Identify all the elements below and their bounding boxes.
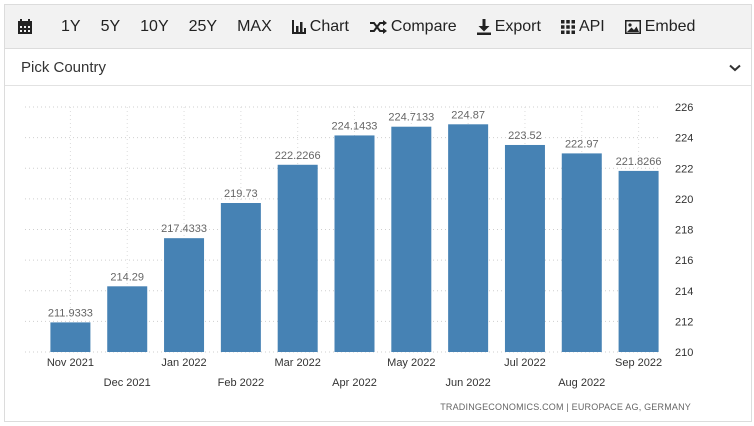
- range-25y-button[interactable]: 25Y: [179, 5, 227, 49]
- bar: [391, 126, 432, 352]
- range-10y-label: 10Y: [140, 17, 169, 35]
- range-5y-label: 5Y: [100, 17, 121, 35]
- x-tick-label: Nov 2021: [47, 357, 94, 369]
- x-tick-label: Mar 2022: [274, 357, 320, 369]
- country-picker[interactable]: Pick Country: [5, 50, 751, 86]
- range-max-button[interactable]: MAX: [227, 5, 282, 49]
- bar: [334, 135, 375, 352]
- export-button[interactable]: Export: [467, 5, 551, 49]
- image-icon: [624, 19, 641, 34]
- bar: [448, 124, 489, 352]
- y-tick-label: 218: [675, 225, 693, 237]
- range-5y-button[interactable]: 5Y: [91, 5, 131, 49]
- bar-data-label: 223.52: [508, 130, 542, 142]
- y-tick-label: 222: [675, 163, 693, 175]
- y-tick-label: 216: [675, 255, 693, 267]
- x-tick-label: Apr 2022: [332, 377, 377, 389]
- api-button[interactable]: API: [551, 5, 615, 49]
- bar: [50, 322, 91, 352]
- bar-data-label: 219.73: [224, 188, 258, 200]
- x-tick-label: Dec 2021: [104, 377, 151, 389]
- embed-label: Embed: [644, 17, 696, 35]
- country-picker-label: Pick Country: [21, 59, 107, 76]
- api-label: API: [578, 17, 605, 35]
- bar-chart: 210 212 214 216 218 220 222 224 226 211.9333 Nov 2…: [25, 102, 693, 389]
- bar-data-label: 217.4333: [161, 223, 207, 235]
- chart-area: 210 212 214 216 218 220 222 224 226 211.9333 Nov 2…: [5, 87, 751, 421]
- toolbar: 1Y 5Y 10Y 25Y MAX Chart Compare: [5, 5, 751, 49]
- y-tick-label: 212: [675, 316, 693, 328]
- y-tick-label: 224: [675, 133, 693, 145]
- bar-data-label: 224.7133: [388, 112, 434, 124]
- y-tick-label: 214: [675, 286, 693, 298]
- chart-button[interactable]: Chart: [282, 5, 359, 49]
- y-tick-label: 210: [675, 347, 693, 359]
- y-tick-label: 226: [675, 102, 693, 114]
- export-label: Export: [494, 17, 541, 35]
- x-tick-label: Jul 2022: [504, 357, 546, 369]
- chart-widget: 1Y 5Y 10Y 25Y MAX Chart Compare: [4, 4, 752, 422]
- compare-button[interactable]: Compare: [359, 5, 467, 49]
- bar: [277, 164, 318, 352]
- bar-data-label: 222.2266: [275, 150, 321, 162]
- y-tick-label: 220: [675, 194, 693, 206]
- bar-data-label: 224.87: [451, 109, 485, 121]
- range-10y-button[interactable]: 10Y: [130, 5, 178, 49]
- bar-data-label: 214.29: [110, 271, 144, 283]
- bar-data-label: 224.1433: [332, 120, 378, 132]
- chart-label: Chart: [309, 17, 349, 35]
- bar-data-label: 221.8266: [616, 156, 662, 168]
- x-tick-label: Sep 2022: [615, 357, 662, 369]
- embed-button[interactable]: Embed: [615, 5, 706, 49]
- compare-label: Compare: [390, 17, 457, 35]
- bar: [107, 286, 148, 352]
- calendar-button[interactable]: [5, 5, 51, 49]
- bar: [618, 170, 659, 352]
- chevron-down-icon: [729, 64, 741, 71]
- bar-data-label: 211.9333: [48, 307, 93, 319]
- bar: [561, 153, 602, 352]
- x-tick-label: Aug 2022: [558, 377, 605, 389]
- bar: [504, 144, 545, 352]
- x-tick-label: May 2022: [387, 357, 435, 369]
- bar: [220, 203, 261, 352]
- range-1y-label: 1Y: [61, 17, 81, 35]
- range-max-label: MAX: [237, 17, 272, 35]
- source-footer: TRADINGECONOMICS.COM | EUROPACE AG, GERM…: [440, 402, 691, 412]
- grid-icon: [560, 19, 575, 34]
- x-tick-label: Jun 2022: [446, 377, 491, 389]
- bar-data-label: 222.97: [565, 138, 599, 150]
- calendar-icon: [18, 18, 32, 34]
- download-icon: [476, 18, 491, 35]
- shuffle-icon: [369, 19, 387, 34]
- bar: [164, 238, 205, 352]
- x-tick-label: Feb 2022: [218, 377, 264, 389]
- x-tick-label: Jan 2022: [161, 357, 206, 369]
- bar-chart-icon: [291, 19, 306, 34]
- range-25y-label: 25Y: [188, 17, 218, 35]
- range-1y-button[interactable]: 1Y: [51, 5, 91, 49]
